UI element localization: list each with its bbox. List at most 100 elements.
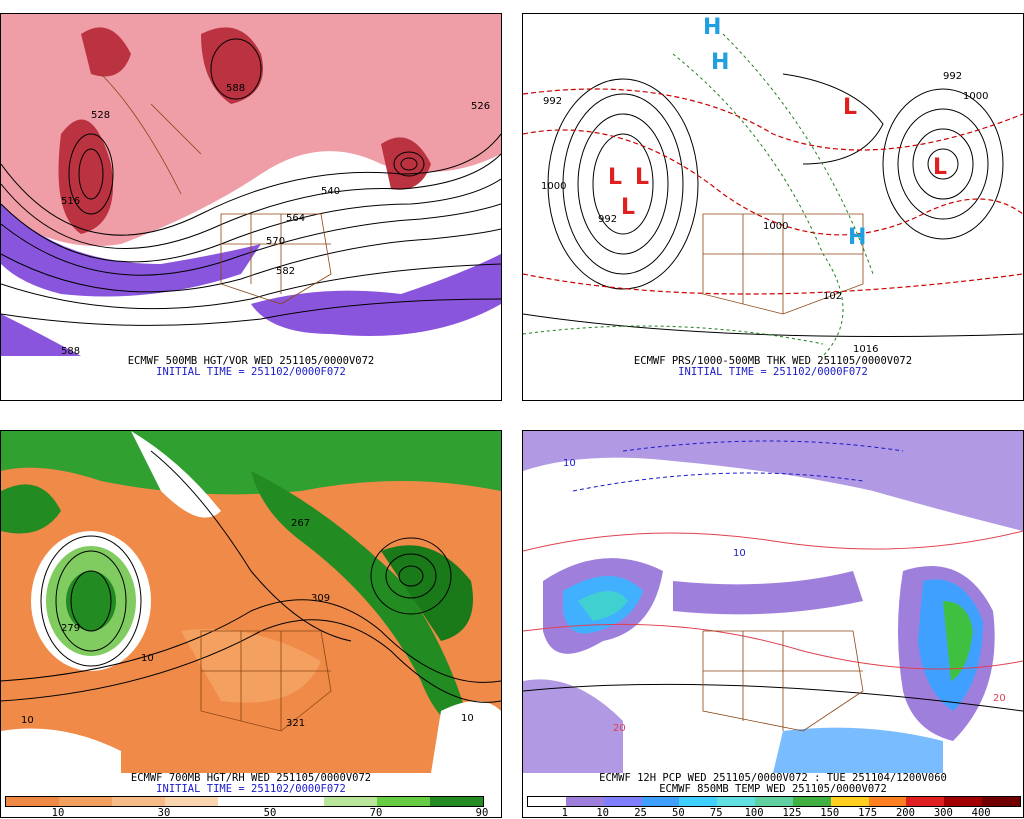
colorbar-swatch: [430, 797, 483, 806]
svg-text:10: 10: [563, 458, 576, 469]
initial-time: INITIAL TIME = 251102/0000F072: [678, 366, 868, 378]
colorbar-tick-label: 175: [858, 807, 878, 818]
svg-text:L: L: [621, 195, 635, 220]
map-precip: 10 10 20 20: [523, 431, 1023, 773]
svg-text:564: 564: [286, 213, 305, 224]
svg-text:540: 540: [321, 186, 340, 197]
svg-text:992: 992: [543, 96, 562, 107]
contour-labels: 279 267 321 10 10 10 309: [21, 518, 474, 729]
svg-text:10: 10: [733, 548, 746, 559]
svg-text:528: 528: [91, 110, 110, 121]
colorbar-tick-label: 125: [782, 807, 802, 818]
pressure-centers: L L L L L H H H: [608, 15, 947, 250]
borders: [702, 630, 864, 732]
height-contours: [1, 450, 501, 703]
colorbar-tick-label: 30: [157, 807, 171, 818]
panel-caption: ECMWF 500MB HGT/VOR WED 251105/0000V072: [127, 355, 375, 367]
thickness-lines: [523, 88, 1023, 295]
svg-text:992: 992: [943, 71, 962, 82]
colorbar-tick-label: 10: [596, 807, 610, 818]
svg-text:588: 588: [226, 83, 245, 94]
svg-text:L: L: [933, 155, 947, 180]
negative-vorticity: [1, 204, 501, 356]
colorbar-tick-label: 75: [709, 807, 723, 818]
svg-text:L: L: [608, 165, 622, 190]
temp-contours: [523, 440, 1023, 712]
rh-shading: [1, 431, 501, 773]
colorbar-swatch: [868, 797, 907, 806]
isobars: [523, 73, 1023, 337]
colorbar-swatch: [59, 797, 112, 806]
panel-precip-850temp: 10 10 20 20 ECMWF 12H PCP WED 251105/000…: [522, 430, 1024, 818]
initial-time: INITIAL TIME = 251102/0000F072: [156, 783, 346, 795]
colorbar-tick-label: 150: [820, 807, 840, 818]
temp-labels: 10 10 20 20: [563, 458, 1006, 734]
svg-text:516: 516: [61, 196, 80, 207]
colorbar-swatch: [528, 797, 566, 806]
isobar-labels: 992 1000 992 992 1000 1000 102 1016: [541, 71, 988, 355]
colorbar-swatch: [377, 797, 430, 806]
initial-time: INITIAL TIME = 251102/0000F072: [156, 366, 346, 378]
svg-text:10: 10: [461, 713, 474, 724]
colorbar-swatch: [165, 797, 218, 806]
colorbar-tick-label: 50: [263, 807, 277, 818]
map-700mb: 279 267 321 10 10 10 309: [1, 431, 501, 773]
colorbar-swatch: [944, 797, 983, 806]
panel-700mb-rh: 279 267 321 10 10 10 309 ECMWF 700MB HGT…: [0, 430, 502, 818]
contour-labels: 528 516 540 564 570 582 526 588 588: [61, 83, 490, 356]
panel-caption: ECMWF PRS/1000-500MB THK WED 251105/0000…: [633, 355, 913, 367]
colorbar-tick-label: 200: [895, 807, 915, 818]
colorbar-swatch: [982, 797, 1020, 806]
svg-text:L: L: [843, 95, 857, 120]
svg-text:10: 10: [141, 653, 154, 664]
svg-text:588: 588: [61, 346, 80, 356]
colorbar-tick-label: 400: [971, 807, 991, 818]
precip-shading: [523, 431, 1023, 773]
colorbar-swatch: [679, 797, 718, 806]
panel-caption-2: ECMWF 850MB TEMP WED 251105/0000V072: [659, 783, 887, 795]
svg-text:20: 20: [613, 723, 626, 734]
colorbar-tick-label: 25: [634, 807, 647, 818]
colorbar-swatch: [218, 797, 271, 806]
rh-colorbar-ticks: 10 30 50 70 90: [5, 807, 489, 818]
colorbar-swatch: [717, 797, 756, 806]
svg-text:267: 267: [291, 518, 310, 529]
map-500mb: 528 516 540 564 570 582 526 588 588: [1, 14, 501, 356]
svg-text:10: 10: [21, 715, 34, 726]
colorbar-swatch: [324, 797, 377, 806]
precip-colorbar-ticks: 1 10 25 50 75 100 125 150 175 200 300 400: [527, 807, 1019, 818]
panel-caption: ECMWF 12H PCP WED 251105/0000V072 : TUE …: [599, 772, 947, 784]
svg-text:321: 321: [286, 718, 305, 729]
colorbar-swatch: [792, 797, 831, 806]
svg-text:H: H: [848, 225, 866, 250]
green-isotherms: [523, 33, 874, 356]
map-surface-pressure: L L L L L H H H 992 1000 992 992 1000 10…: [523, 14, 1023, 356]
svg-text:1000: 1000: [541, 181, 566, 192]
svg-text:102: 102: [823, 291, 842, 302]
height-contours: [1, 38, 501, 326]
svg-text:526: 526: [471, 101, 490, 112]
borders: [200, 630, 332, 732]
svg-text:20: 20: [993, 693, 1006, 704]
colorbar-tick-label: 10: [51, 807, 65, 818]
svg-text:279: 279: [61, 623, 80, 634]
colorbar-tick-label: 50: [672, 807, 685, 818]
colorbar-swatch: [755, 797, 793, 806]
colorbar-swatch: [112, 797, 165, 806]
vorticity-shading: [1, 14, 501, 246]
svg-text:H: H: [711, 50, 729, 75]
precip-colorbar: [527, 796, 1021, 807]
svg-text:1016: 1016: [853, 344, 878, 355]
svg-text:L: L: [635, 165, 649, 190]
colorbar-tick-label: 300: [933, 807, 953, 818]
colorbar-swatch: [565, 797, 604, 806]
colorbar-swatch: [603, 797, 642, 806]
svg-text:1000: 1000: [963, 91, 988, 102]
colorbar-tick-label: 90: [475, 807, 489, 818]
svg-text:570: 570: [266, 236, 285, 247]
colorbar-swatch: [271, 797, 324, 806]
svg-text:309: 309: [311, 593, 330, 604]
svg-text:992: 992: [598, 214, 617, 225]
svg-text:1000: 1000: [763, 221, 788, 232]
colorbar-tick-label: 100: [744, 807, 764, 818]
